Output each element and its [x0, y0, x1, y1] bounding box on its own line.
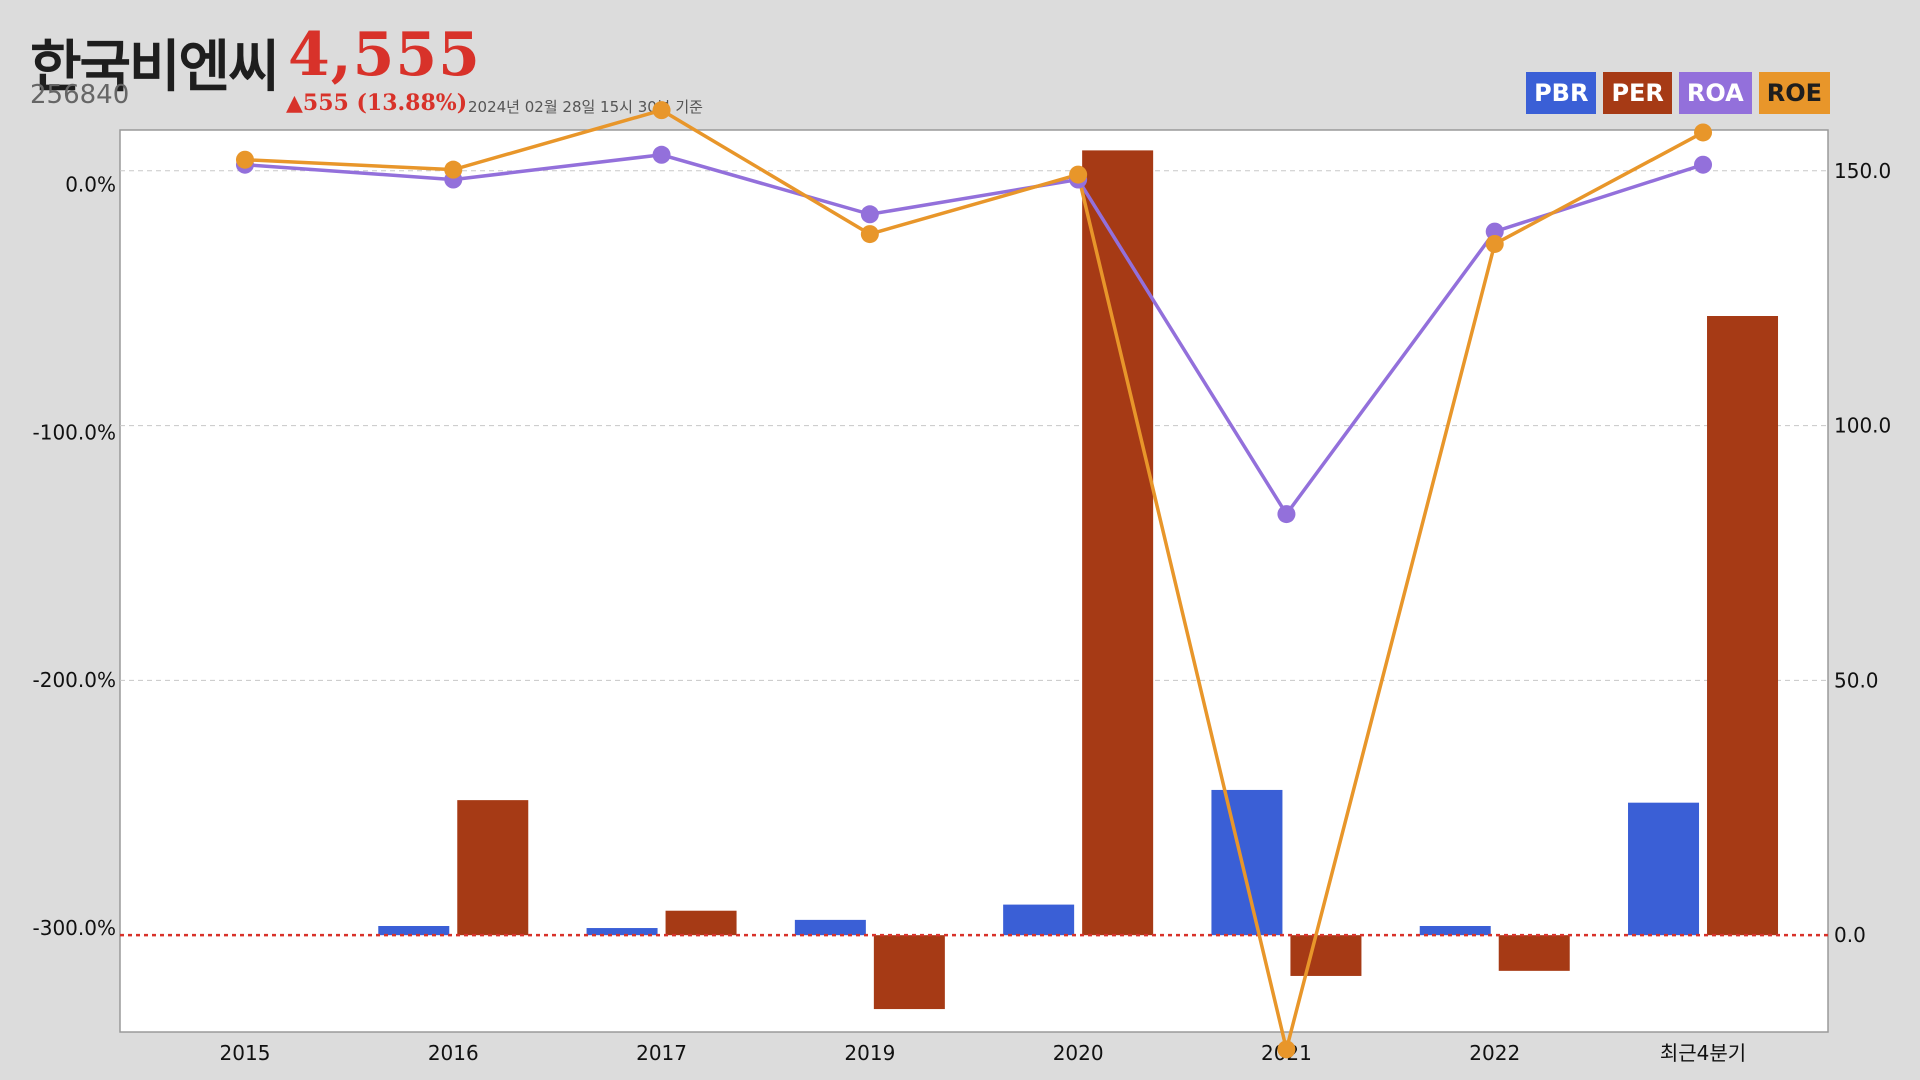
stock-code: 256840	[30, 80, 130, 110]
roa-point	[1277, 505, 1296, 524]
company-name: 한국비엔씨	[30, 35, 280, 100]
roa-point	[1485, 222, 1504, 241]
x-axis-tick: 최근4분기	[1660, 1041, 1746, 1065]
roa-point	[1694, 155, 1713, 174]
pbr-bar	[586, 928, 658, 936]
per-bar	[873, 935, 945, 1010]
per-bar	[457, 800, 529, 936]
price-change: ▲555 (13.88%)	[286, 90, 468, 116]
left-axis-tick: -100.0%	[33, 420, 116, 444]
roe-point	[860, 225, 879, 244]
legend-roe: ROE	[1758, 72, 1830, 114]
pbr-bar	[378, 926, 450, 936]
per-bar	[665, 910, 737, 936]
per-bar	[1707, 316, 1779, 936]
stock-price: 4,555	[288, 20, 481, 90]
x-axis-tick: 2022	[1469, 1041, 1520, 1065]
roe-point	[235, 150, 254, 169]
plot-area	[119, 129, 1829, 1033]
x-axis-tick: 2016	[428, 1041, 479, 1065]
roe-line	[244, 108, 1704, 1050]
pbr-bar	[1628, 802, 1700, 936]
x-axis-tick: 2019	[844, 1041, 895, 1065]
right-axis-tick: 50.0	[1834, 668, 1879, 692]
roa-point	[652, 145, 671, 164]
pbr-bar	[1211, 789, 1283, 936]
left-axis-tick: -300.0%	[33, 916, 116, 940]
per-bar	[1082, 150, 1154, 936]
right-axis-tick: 0.0	[1834, 923, 1866, 947]
per-bar	[1290, 935, 1362, 976]
pbr-bar	[1003, 904, 1075, 936]
legend-roa: ROA	[1678, 72, 1752, 114]
roe-point	[1069, 165, 1088, 184]
right-axis-tick: 150.0	[1834, 159, 1891, 183]
roe-point	[444, 160, 463, 179]
as-of-timestamp: 2024년 02월 28일 15시 30분 기준	[468, 98, 703, 116]
legend-per: PER	[1603, 72, 1672, 114]
x-axis-tick: 2020	[1053, 1041, 1104, 1065]
roa-line	[244, 153, 1704, 518]
roa-point	[860, 205, 879, 224]
x-axis-tick: 2017	[636, 1041, 687, 1065]
roe-point	[652, 101, 671, 120]
right-axis-tick: 100.0	[1834, 414, 1891, 438]
pbr-bar	[1419, 926, 1491, 936]
per-bar	[1498, 935, 1570, 971]
pbr-bar	[794, 919, 866, 936]
chart-legend: PBR PER ROA ROE	[1526, 72, 1830, 114]
x-axis-tick: 2015	[220, 1041, 271, 1065]
roe-point	[1485, 234, 1504, 253]
left-axis-tick: 0.0%	[65, 173, 116, 197]
legend-pbr: PBR	[1526, 72, 1597, 114]
roe-point	[1694, 123, 1713, 142]
left-axis-tick: -200.0%	[33, 668, 116, 692]
roe-point	[1277, 1040, 1296, 1059]
